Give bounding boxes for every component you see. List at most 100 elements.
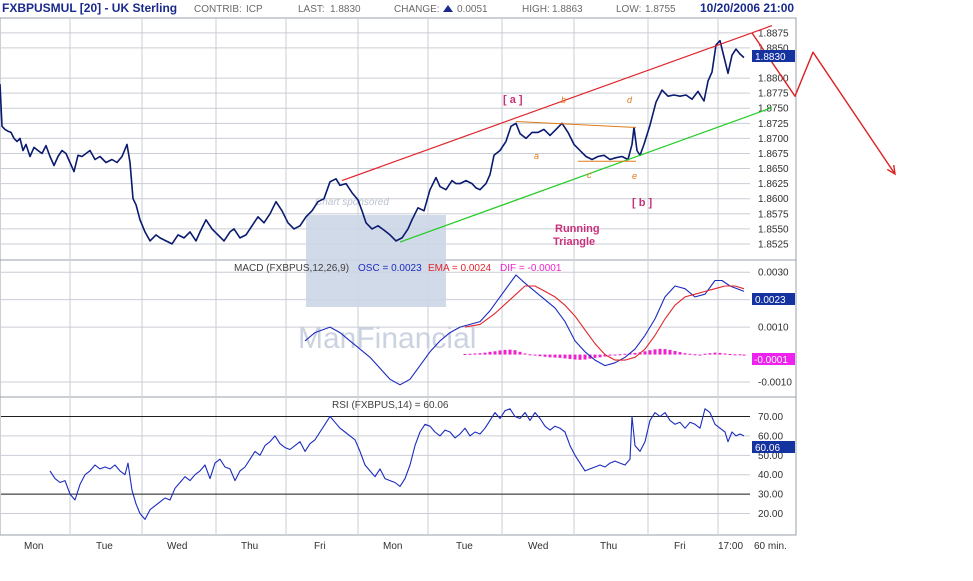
rsi-y-tick-label: 60.00 xyxy=(758,431,783,442)
macd-title: MACD (FXBPUS,12,26,9) xyxy=(234,263,349,274)
macd-histogram-bar xyxy=(568,354,572,359)
macd-histogram-bar xyxy=(663,349,667,355)
macd-osc-badge: 0.0023 xyxy=(752,293,795,306)
macd-histogram-bar xyxy=(633,352,637,355)
macd-histogram-bar xyxy=(683,353,687,355)
price-y-tick-label: 1.8800 xyxy=(758,74,789,85)
price-last-badge: 1.8830 xyxy=(752,50,795,63)
price-y-tick-label: 1.8775 xyxy=(758,89,789,100)
wave-a-major-label: [ a ] xyxy=(503,94,523,106)
price-y-tick-label: 1.8850 xyxy=(758,43,789,54)
wave-minor-e-label: e xyxy=(632,171,637,181)
x-tick-label: Mon xyxy=(24,541,43,552)
x-tick-label: Wed xyxy=(167,541,187,552)
series-layer xyxy=(0,25,896,520)
macd-histogram-bar xyxy=(603,354,607,357)
macd-histogram-bar xyxy=(498,350,502,355)
price-y-tick-label: 1.8525 xyxy=(758,239,789,250)
rsi-title: RSI (FXBPUS,14) = 60.06 xyxy=(332,400,449,411)
grid-layer: 1.8875 1.8850 1.8800 1.8775 1.8750 1.8725 1.87… xyxy=(1,19,792,534)
macd-y-tick-label: 0.0010 xyxy=(758,323,789,334)
macd-y-tick-label: 0.0030 xyxy=(758,268,789,279)
last-label: LAST: xyxy=(298,4,325,15)
price-y-tick-label: 1.8700 xyxy=(758,134,789,145)
x-tick-label: Thu xyxy=(600,541,617,552)
high-value: 1.8863 xyxy=(552,4,583,15)
interval-label: 60 min. xyxy=(754,541,787,552)
macd-legend-ema: EMA = 0.0024 xyxy=(428,263,492,274)
contrib-value: ICP xyxy=(246,4,263,15)
macd-histogram-bar xyxy=(598,354,602,358)
pattern-label-line1: Running xyxy=(555,223,600,235)
change-label: CHANGE: xyxy=(394,4,440,15)
macd-histogram-bar xyxy=(673,351,677,355)
macd-ema-line xyxy=(464,285,745,361)
macd-histogram-bar xyxy=(618,354,622,356)
macd-histogram-bar xyxy=(713,352,717,355)
macd-histogram-bar xyxy=(563,354,567,359)
macd-histogram-bar xyxy=(558,354,562,358)
macd-histogram-bar xyxy=(543,354,547,357)
wave-minor-d-label: d xyxy=(627,95,633,105)
macd-histogram-bar xyxy=(693,354,697,356)
x-tick-label: Tue xyxy=(456,541,473,552)
price-y-tick-label: 1.8575 xyxy=(758,209,789,220)
macd-histogram-bar xyxy=(718,352,722,355)
price-y-tick-label: 1.8725 xyxy=(758,119,789,130)
wave-minor-a-label: a xyxy=(534,151,539,161)
watermark: Chart sponsored ManFinancial xyxy=(298,197,476,355)
x-tick-label: Wed xyxy=(528,541,548,552)
price-y-tick-label: 1.8550 xyxy=(758,224,789,235)
watermark-brand: ManFinancial xyxy=(298,322,476,355)
pattern-label-line2: Triangle xyxy=(553,236,595,248)
price-y-tick-label: 1.8650 xyxy=(758,164,789,175)
x-tick-label: Fri xyxy=(314,541,326,552)
wave-minor-c-label: c xyxy=(587,170,592,180)
macd-histogram-bar xyxy=(493,351,497,355)
rsi-last-badge: 60.06 xyxy=(752,441,795,454)
wave-b-major-label: [ b ] xyxy=(632,197,652,209)
macd-histogram-bar xyxy=(643,351,647,355)
x-axis: Mon Tue Wed Thu Fri Mon Tue Wed Thu Fri 17:00 xyxy=(24,541,743,552)
macd-histogram-bar xyxy=(648,350,652,355)
macd-histogram-bar xyxy=(742,354,746,356)
macd-legend-osc: OSC = 0.0023 xyxy=(358,263,422,274)
watermark-logo-block xyxy=(306,215,446,307)
macd-histogram-bar xyxy=(698,354,702,356)
rsi-line xyxy=(49,408,745,520)
macd-histogram-bar xyxy=(503,349,507,355)
projection-arrowhead xyxy=(886,164,896,176)
macd-histogram-bar xyxy=(523,353,527,355)
x-tick-label: Tue xyxy=(96,541,113,552)
macd-histogram-bar xyxy=(538,354,542,357)
macd-histogram-bar xyxy=(733,354,737,356)
low-value: 1.8755 xyxy=(645,4,676,15)
macd-histogram-bar xyxy=(623,353,627,355)
last-value: 1.8830 xyxy=(330,4,361,15)
macd-histogram-bar xyxy=(708,353,712,355)
macd-histogram-bar xyxy=(728,354,732,356)
macd-histogram-bar xyxy=(483,352,487,355)
macd-y-tick-label: -0.0010 xyxy=(758,378,792,389)
macd-title-row: MACD (FXBPUS,12,26,9) OSC = 0.0023 EMA =… xyxy=(234,263,562,274)
macd-histogram-bar xyxy=(463,354,467,356)
macd-histogram-bar xyxy=(553,354,557,358)
channel-upper-line xyxy=(341,25,773,182)
macd-osc-line xyxy=(304,274,745,386)
macd-dif-badge: -0.0001 xyxy=(752,353,795,366)
change-value: 0.0051 xyxy=(457,4,488,15)
price-y-tick-label: 1.8625 xyxy=(758,179,789,190)
high-label: HIGH: xyxy=(522,4,550,15)
rsi-y-tick-label: 20.00 xyxy=(758,509,783,520)
macd-histogram-bar xyxy=(548,354,552,358)
macd-histogram-bar xyxy=(488,351,492,355)
macd-histogram-bar xyxy=(723,353,727,355)
macd-dif-badge-text: -0.0001 xyxy=(754,355,788,366)
price-y-tick-label: 1.8750 xyxy=(758,104,789,115)
price-y-tick-label: 1.8600 xyxy=(758,194,789,205)
triangle-upper-line xyxy=(515,121,637,128)
macd-histogram-bar xyxy=(578,354,582,360)
macd-histogram-bar xyxy=(658,348,662,355)
macd-histogram-bar xyxy=(473,353,477,355)
rsi-y-tick-label: 30.00 xyxy=(758,490,783,501)
